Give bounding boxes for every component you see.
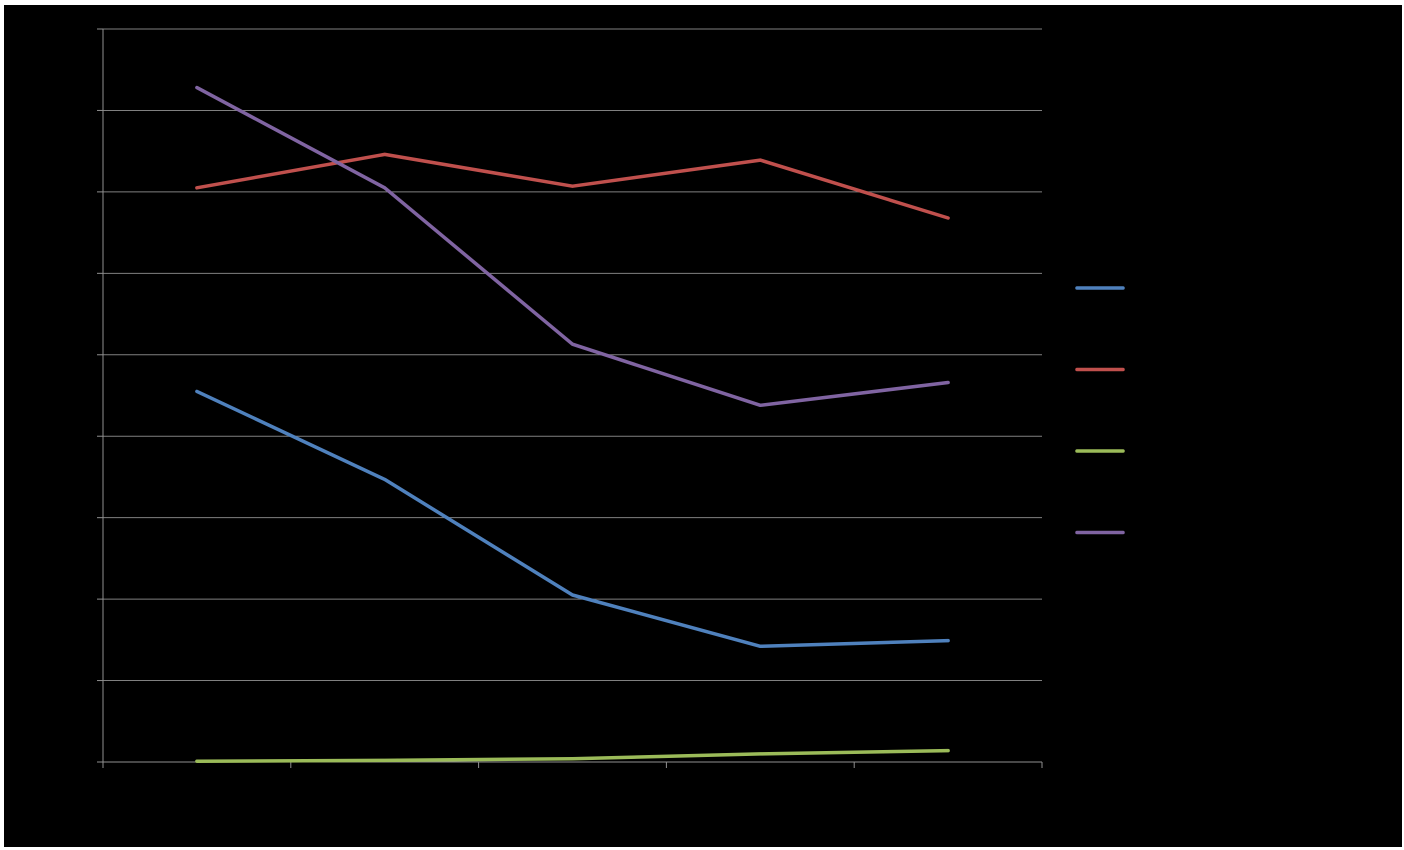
gridlines (103, 28, 1042, 682)
legend (1075, 286, 1125, 535)
chart-background (4, 5, 1402, 847)
series-line-1 (195, 389, 950, 649)
axes (97, 28, 1043, 768)
series-line-3 (195, 748, 950, 763)
series-line-2 (195, 152, 950, 220)
plot-series (195, 85, 950, 763)
series-line-4 (195, 85, 950, 408)
